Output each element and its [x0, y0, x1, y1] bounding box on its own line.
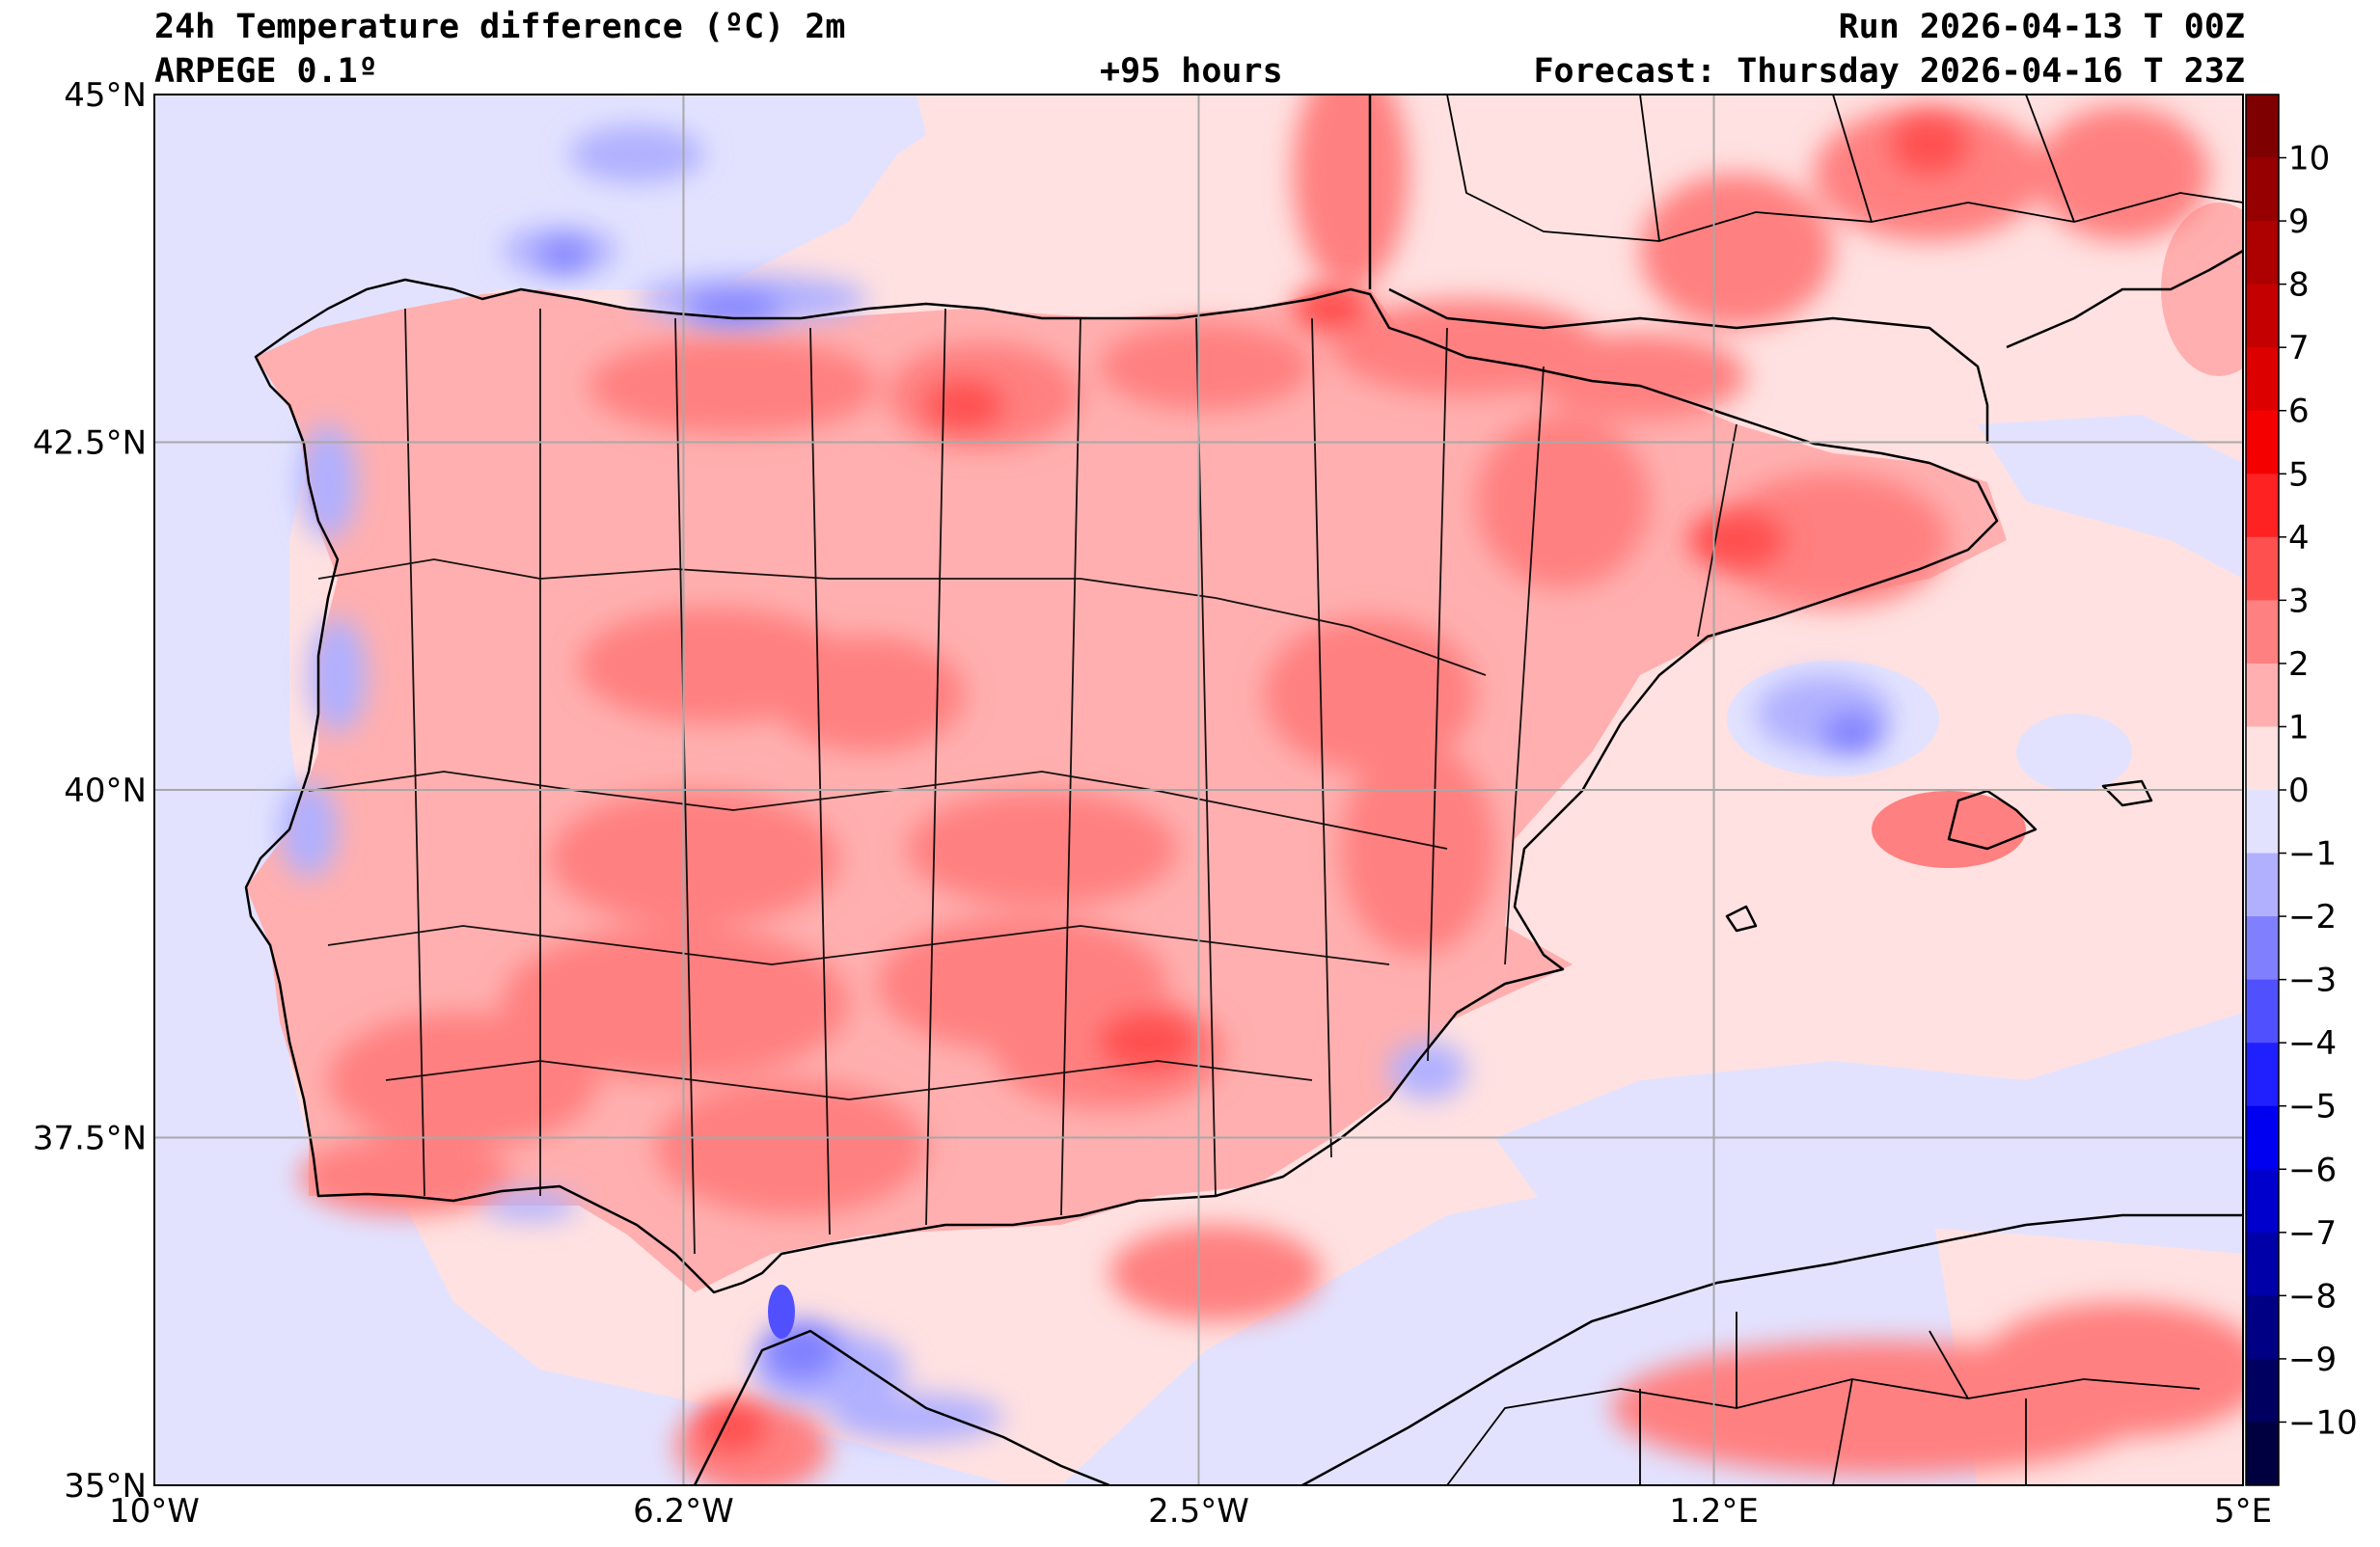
lat-tick-label: 40°N	[64, 772, 147, 810]
colorbar-label: −9	[2288, 1341, 2337, 1379]
admin-borders	[308, 308, 1737, 1255]
lon-tick-label: 1.2°E	[1669, 1492, 1759, 1531]
colorbar-label: 6	[2288, 393, 2310, 431]
colorbar-label: −2	[2288, 898, 2337, 936]
forecast-time: Forecast: Thursday 2026-04-16 T 23Z	[1533, 52, 2245, 91]
colorbar-segment	[2246, 979, 2279, 1044]
lon-tick-label: 2.5°W	[1148, 1492, 1249, 1531]
colorbar-segment	[2246, 1105, 2279, 1170]
colorbar-segment	[2246, 95, 2279, 159]
colorbar-label: −10	[2288, 1403, 2358, 1442]
colorbar-segment	[2246, 1422, 2279, 1486]
lat-tick-label: 37.5°N	[33, 1120, 147, 1158]
map-frame	[153, 94, 2244, 1486]
colorbar-segment	[2246, 790, 2279, 855]
colorbar-label: 0	[2288, 772, 2310, 810]
colorbar-label: 9	[2288, 203, 2310, 241]
north-africa-borders	[1446, 1312, 2201, 1485]
graticule	[154, 95, 2243, 1485]
coastlines	[244, 95, 2243, 1485]
colorbar-segment	[2246, 853, 2279, 917]
colorbar-label: 4	[2288, 519, 2310, 557]
france-borders	[1446, 95, 2243, 242]
run-time: Run 2026-04-13 T 00Z	[1838, 8, 2245, 46]
colorbar-label: 8	[2288, 266, 2310, 305]
colorbar-segment	[2246, 1169, 2279, 1234]
colorbar-segment	[2246, 536, 2279, 601]
colorbar-label: −5	[2288, 1088, 2337, 1126]
colorbar-label: −6	[2288, 1151, 2337, 1189]
colorbar-label: 3	[2288, 582, 2310, 620]
colorbar-segment	[2246, 1358, 2279, 1423]
colorbar-label: −4	[2288, 1024, 2337, 1063]
colorbar-segment	[2246, 1295, 2279, 1360]
colorbar-label: −3	[2288, 962, 2337, 1000]
colorbar-label: 7	[2288, 329, 2310, 367]
colorbar-segment	[2246, 410, 2279, 475]
lon-tick-label: 6.2°W	[633, 1492, 734, 1531]
colorbar-segment	[2246, 347, 2279, 412]
colorbar-label: −8	[2288, 1277, 2337, 1316]
latitude-tick-labels: 45°N 42.5°N 40°N 37.5°N 35°N	[33, 76, 147, 1506]
colorbar-segment	[2246, 284, 2279, 348]
colorbar-segment	[2246, 474, 2279, 538]
colorbar-label: 10	[2288, 140, 2330, 178]
lead-time: +95 hours	[1100, 52, 1283, 91]
lat-tick-label: 35°N	[64, 1467, 147, 1506]
colorbar-segment	[2246, 1232, 2279, 1296]
lat-tick-label: 42.5°N	[33, 424, 147, 463]
colorbar-segment	[2246, 916, 2279, 981]
longitude-tick-labels: 10°W 6.2°W 2.5°W 1.2°E 5°E	[109, 1492, 2272, 1531]
temperature-field	[154, 95, 2243, 1485]
colorbar-segment	[2246, 600, 2279, 665]
colorbar-label: 2	[2288, 645, 2310, 684]
lat-tick-label: 45°N	[64, 76, 147, 115]
colorbar-segment	[2246, 157, 2279, 222]
model-name: ARPEGE 0.1º	[154, 52, 378, 91]
colorbar-label: 1	[2288, 708, 2310, 746]
colorbar-label: −1	[2288, 835, 2337, 874]
lon-tick-label: 5°E	[2214, 1492, 2272, 1531]
colorbar-segment	[2246, 726, 2279, 791]
strait-cold-core	[768, 1285, 795, 1339]
colorbar-segment	[2246, 1043, 2279, 1107]
lon-tick-label: 10°W	[109, 1492, 200, 1531]
colorbar-label: 5	[2288, 455, 2310, 494]
colorbar-label: −7	[2288, 1214, 2337, 1253]
map-title: 24h Temperature difference (ºC) 2m	[154, 8, 846, 46]
colorbar-segment	[2246, 663, 2279, 727]
colorbar-segment	[2246, 221, 2279, 285]
